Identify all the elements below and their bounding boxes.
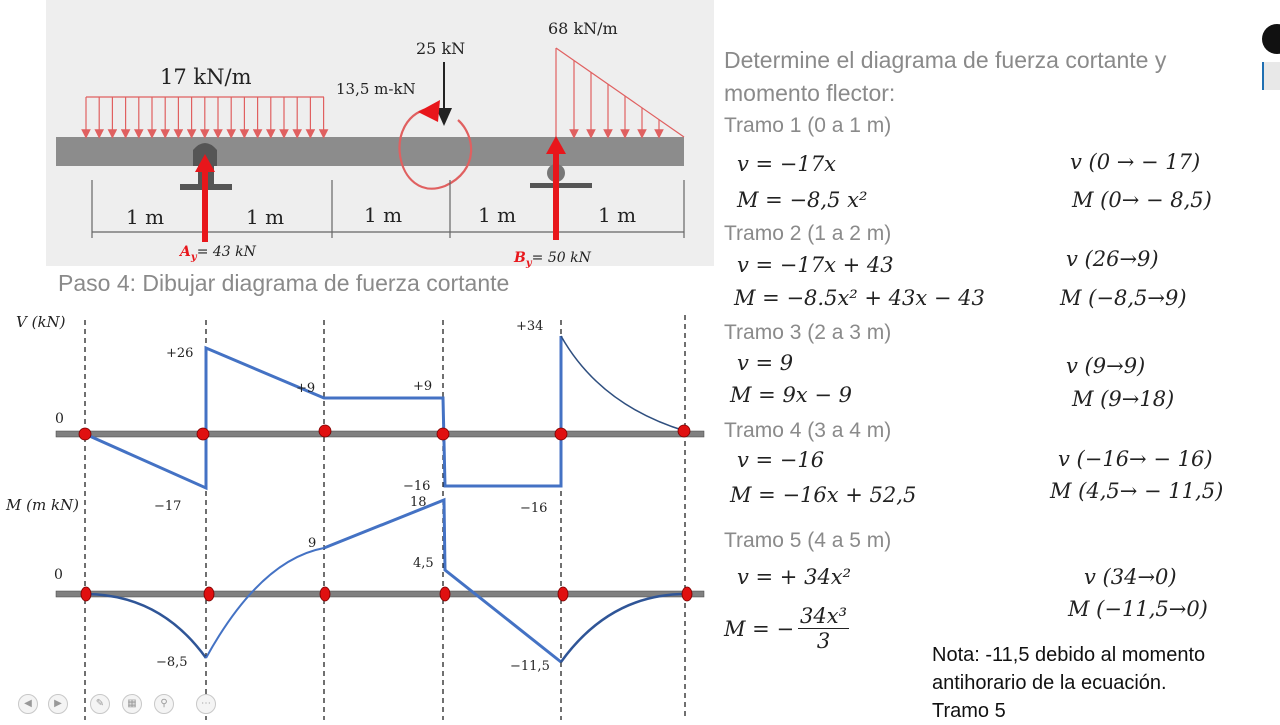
span-label-4: 1 m bbox=[478, 203, 516, 227]
edge-circle bbox=[1262, 24, 1280, 54]
span-label-1: 1 m bbox=[126, 205, 164, 229]
tramo-2-m-range: M (−8,5→9) bbox=[1060, 286, 1187, 310]
shear-label-p9a: +9 bbox=[296, 381, 315, 396]
shear-label-m17: −17 bbox=[154, 499, 181, 514]
moment-label-45: 4,5 bbox=[413, 556, 434, 571]
problem-heading-line-1: Determine el diagrama de fuerza cortante… bbox=[724, 47, 1167, 73]
tramo-3-title: Tramo 3 (2 a 3 m) bbox=[724, 321, 892, 344]
tramo-5-m-fraction: 34x³ 3 bbox=[798, 604, 850, 653]
span-label-3: 1 m bbox=[364, 203, 402, 227]
distributed-load-1 bbox=[81, 96, 329, 139]
shear-moment-diagrams: V (kN) 0 +26 +9 +9 +34 −17 −16 −16 M (m … bbox=[5, 313, 705, 720]
reaction-a-arrow bbox=[195, 154, 215, 242]
moment-curve-1 bbox=[84, 592, 208, 659]
tramo-2-m-eq: M = −8.5x² + 43x − 43 bbox=[734, 286, 985, 310]
note: Nota: -11,5 debido al momento antihorari… bbox=[932, 641, 1205, 725]
tramo-5-m-denominator: 3 bbox=[816, 629, 831, 653]
tramo-1-title: Tramo 1 (0 a 1 m) bbox=[724, 114, 892, 137]
tramo-5-m-range: M (−11,5→0) bbox=[1068, 597, 1208, 621]
dimension-line bbox=[91, 180, 685, 238]
moment-label-18: 18 bbox=[410, 495, 427, 510]
tramo-1-m-eq: M = −8,5 x² bbox=[737, 188, 868, 212]
tramo-4-v-range: v (−16→ − 16) bbox=[1058, 447, 1213, 471]
shear-label-p26: +26 bbox=[166, 346, 193, 361]
tramo-5-v-range: v (34→0) bbox=[1084, 565, 1177, 589]
moment-label-9: 9 bbox=[308, 536, 316, 551]
load-2-label: 68 kN/m bbox=[548, 19, 618, 38]
pen-tool-button[interactable]: ✎ bbox=[90, 694, 110, 714]
moment-baseline bbox=[55, 590, 705, 598]
moment-label-m115: −11,5 bbox=[510, 659, 550, 674]
tramo-2-v-range: v (26→9) bbox=[1066, 247, 1159, 271]
problem-heading-line-2: momento flector: bbox=[724, 80, 896, 106]
shear-zero-label: 0 bbox=[55, 411, 64, 427]
tramo-1-v-eq: v = −17x bbox=[737, 152, 836, 176]
next-slide-button[interactable]: ▶ bbox=[48, 694, 68, 714]
tramo-4-v-eq: v = −16 bbox=[737, 448, 825, 472]
tramo-2-v-eq: v = −17x + 43 bbox=[737, 253, 894, 277]
shear-nodes bbox=[78, 424, 691, 441]
tramo-4-title: Tramo 4 (3 a 4 m) bbox=[724, 419, 892, 442]
shear-baseline bbox=[55, 430, 705, 438]
moment-nodes bbox=[80, 586, 693, 602]
problem-heading: Determine el diagrama de fuerza cortante… bbox=[724, 44, 1166, 110]
shear-curve-parabola bbox=[560, 335, 686, 432]
shear-label-p34: +34 bbox=[516, 319, 543, 334]
moment-label-m85: −8,5 bbox=[156, 655, 188, 670]
beam-figure bbox=[46, 0, 714, 266]
shear-label-m16b: −16 bbox=[520, 501, 547, 516]
moment-axis-label: M (m kN) bbox=[5, 496, 79, 514]
tramo-5-title: Tramo 5 (4 a 5 m) bbox=[724, 529, 892, 552]
moment-arrow bbox=[398, 100, 473, 190]
shear-label-m16a: −16 bbox=[403, 479, 430, 494]
moment-curve-4 bbox=[559, 592, 687, 663]
point-load-arrow bbox=[436, 62, 452, 126]
beam-drawing: 17 kN/m 25 kN 13,5 m-kN 68 kN/m 1 m 1 m … bbox=[56, 19, 685, 269]
note-line-2: antihorario de la ecuación. bbox=[932, 672, 1167, 694]
tramo-5-m-numerator: 34x³ bbox=[798, 604, 850, 629]
span-label-2: 1 m bbox=[246, 205, 284, 229]
tramo-4-m-eq: M = −16x + 52,5 bbox=[730, 483, 917, 507]
edge-tab bbox=[1262, 62, 1280, 90]
tramo-1-v-range: v (0 → − 17) bbox=[1070, 150, 1201, 174]
zoom-button[interactable]: ⚲ bbox=[154, 694, 174, 714]
more-options-button[interactable]: ⋯ bbox=[196, 694, 216, 714]
moment-curve-2 bbox=[205, 547, 325, 659]
tramo-4-m-range: M (4,5→ − 11,5) bbox=[1050, 479, 1224, 503]
support-b bbox=[530, 164, 592, 188]
shear-curve bbox=[84, 336, 563, 491]
tramo-1-m-range: M (0→ − 8,5) bbox=[1072, 188, 1212, 212]
reaction-b-arrow bbox=[546, 136, 566, 240]
beam bbox=[56, 137, 684, 166]
tramo-5-v-eq: v = + 34x² bbox=[737, 565, 852, 589]
load-1-label: 17 kN/m bbox=[160, 65, 252, 89]
tramo-3-m-range: M (9→18) bbox=[1072, 387, 1175, 411]
note-line-1: Nota: -11,5 debido al momento bbox=[932, 644, 1206, 666]
tramo-3-v-eq: v = 9 bbox=[737, 351, 794, 375]
distributed-load-2 bbox=[555, 47, 685, 139]
moment-curve-3 bbox=[323, 497, 562, 664]
step-title: Paso 4: Dibujar diagrama de fuerza corta… bbox=[58, 270, 510, 296]
reaction-a-label: Ay= 43 kN bbox=[178, 244, 257, 263]
tramo-5-m-prefix: M = − bbox=[724, 616, 795, 641]
slides-grid-button[interactable]: ▦ bbox=[122, 694, 142, 714]
point-load-label: 25 kN bbox=[416, 39, 465, 58]
moment-zero-label: 0 bbox=[54, 567, 63, 583]
reaction-b-label: By= 50 kN bbox=[513, 250, 592, 269]
tramo-2-title: Tramo 2 (1 a 2 m) bbox=[724, 222, 892, 245]
prev-slide-button[interactable]: ◀ bbox=[18, 694, 38, 714]
tramo-3-m-eq: M = 9x − 9 bbox=[730, 383, 852, 407]
span-label-5: 1 m bbox=[598, 203, 636, 227]
note-line-3: Tramo 5 bbox=[932, 700, 1006, 722]
shear-label-p9b: +9 bbox=[413, 379, 432, 394]
tramo-5-m-eq: M = − 34x³ 3 bbox=[724, 604, 850, 653]
shear-axis-label: V (kN) bbox=[16, 313, 66, 331]
moment-label: 13,5 m-kN bbox=[336, 80, 416, 98]
tramo-3-v-range: v (9→9) bbox=[1066, 354, 1146, 378]
